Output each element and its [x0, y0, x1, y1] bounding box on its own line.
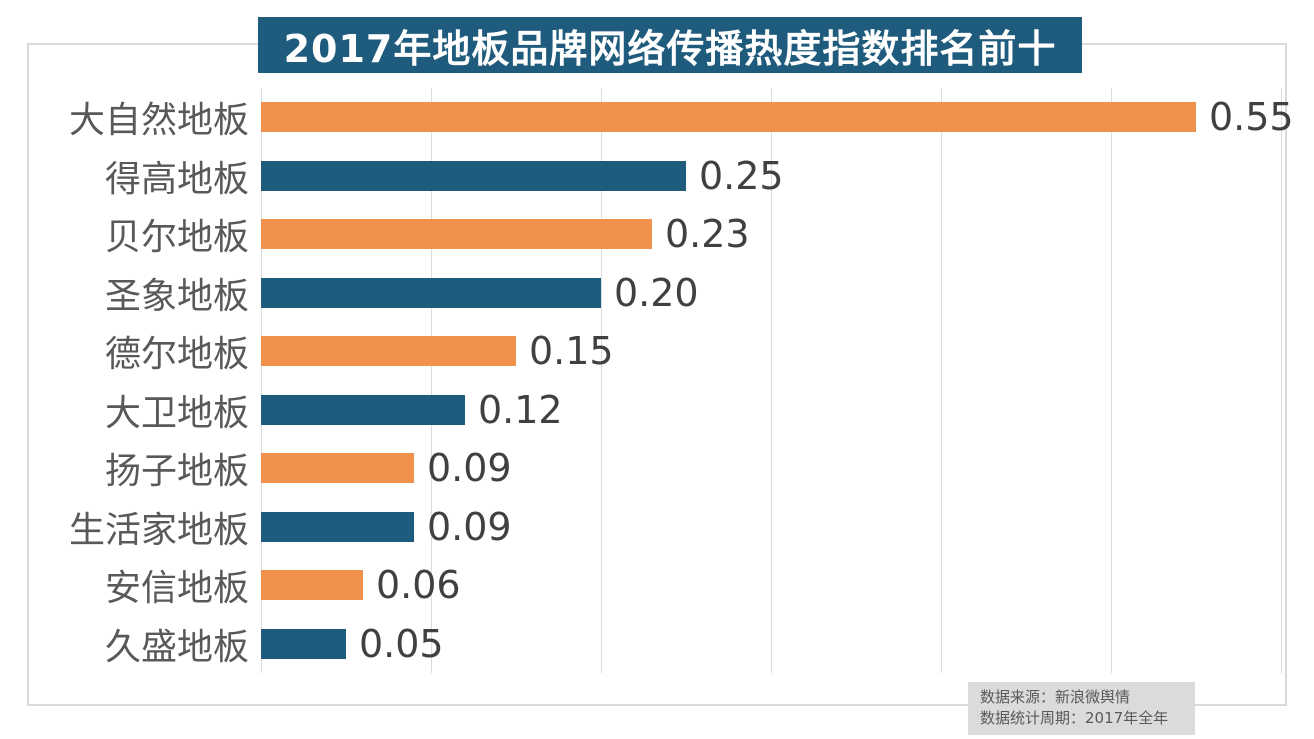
category-label: 安信地板: [104, 568, 249, 610]
source-note: 数据来源：新浪微舆情 数据统计周期：2017年全年: [968, 682, 1195, 735]
category-label: 生活家地板: [68, 509, 249, 551]
bar: [261, 336, 516, 367]
chart-title: 2017年地板品牌网络传播热度指数排名前十: [258, 17, 1082, 73]
value-label: 0.25: [699, 153, 784, 198]
category-label: 大卫地板: [104, 392, 249, 434]
value-label: 0.23: [665, 212, 750, 257]
category-label: 久盛地板: [104, 626, 249, 668]
gridline: [261, 88, 262, 673]
plot-area: 0.55 0.25 0.23 0.20 0.15 0.12 0.09 0.09 0.06 0.05: [261, 88, 1294, 674]
value-label: 0.12: [478, 387, 563, 432]
value-label: 0.06: [376, 563, 461, 608]
category-label: 贝尔地板: [104, 217, 249, 259]
value-label: 0.05: [359, 621, 444, 666]
category-label: 德尔地板: [104, 334, 249, 376]
bar-row: 0.23: [261, 205, 1281, 264]
bar-row: 0.20: [261, 264, 1281, 323]
value-label: 0.20: [614, 270, 699, 315]
category-label: 扬子地板: [104, 451, 249, 493]
gridline: [431, 88, 432, 673]
value-label: 0.09: [427, 504, 512, 549]
bar-row: 0.55: [261, 88, 1294, 147]
category-label: 大自然地板: [68, 100, 249, 142]
bar: [261, 219, 652, 250]
gridline: [1281, 88, 1282, 673]
bar-row: 0.05: [261, 615, 1281, 674]
source-line: 数据来源：新浪微舆情: [980, 688, 1131, 706]
gridline: [1111, 88, 1112, 673]
bar: [261, 277, 601, 308]
value-label: 0.09: [427, 446, 512, 491]
bar-row: 0.12: [261, 381, 1281, 440]
gridline: [601, 88, 602, 673]
value-label: 0.15: [529, 329, 614, 374]
bar: [261, 570, 363, 601]
bar-row: 0.15: [261, 322, 1281, 381]
bar: [261, 394, 465, 425]
category-labels: 大自然地板得高地板贝尔地板圣象地板德尔地板大卫地板扬子地板生活家地板安信地板久盛…: [27, 88, 249, 673]
bar: [261, 102, 1196, 133]
bar: [261, 628, 346, 659]
bar-row: 0.09: [261, 439, 1281, 498]
bar: [261, 160, 686, 191]
bar-row: 0.25: [261, 147, 1281, 206]
bar-row: 0.06: [261, 556, 1281, 615]
period-line: 数据统计周期：2017年全年: [980, 709, 1169, 727]
gridline: [941, 88, 942, 673]
bar: [261, 453, 414, 484]
bar: [261, 511, 414, 542]
gridline: [771, 88, 772, 673]
category-label: 得高地板: [104, 158, 249, 200]
value-label: 0.55: [1209, 95, 1294, 140]
bar-row: 0.09: [261, 498, 1281, 557]
category-label: 圣象地板: [104, 275, 249, 317]
chart-frame: [27, 43, 1287, 706]
